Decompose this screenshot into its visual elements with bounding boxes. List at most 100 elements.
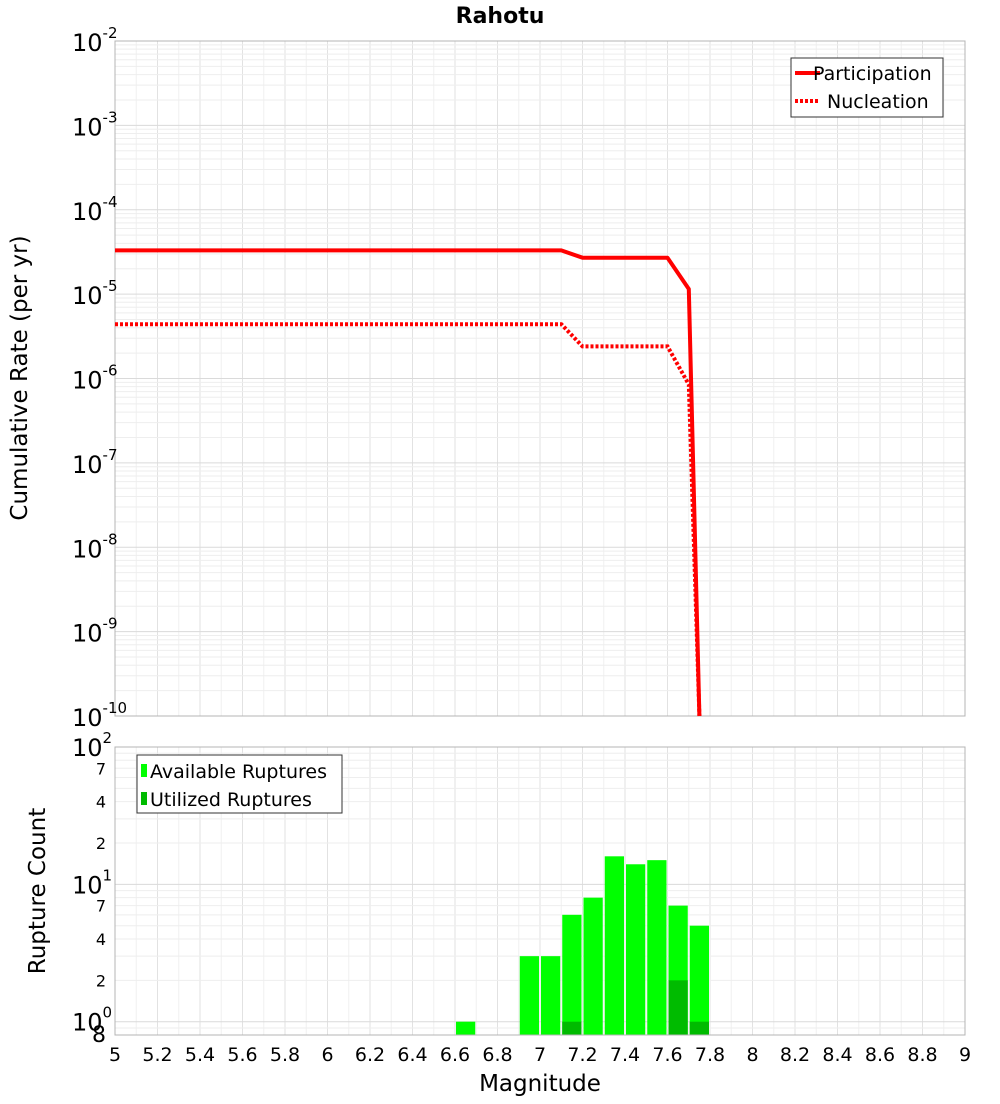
available-ruptures-bar (562, 914, 582, 1035)
x-tick-label: 8.6 (865, 1044, 895, 1066)
tick-base: 10 (72, 198, 103, 226)
available-ruptures-bar (519, 956, 539, 1035)
x-tick-label: 7 (534, 1044, 546, 1066)
tick-base: 10 (72, 704, 103, 732)
x-tick-label: 5 (109, 1044, 121, 1066)
rate-y-tick-label: 10-9 (72, 615, 118, 648)
rate-y-tick-label: 10-5 (72, 277, 118, 310)
count-y-tick-label: 8 (92, 1023, 106, 1048)
x-tick-label: 7.6 (652, 1044, 682, 1066)
rate-y-tick-label: 10-3 (72, 108, 118, 141)
tick-base: 10 (72, 451, 103, 479)
tick-exponent: -8 (103, 530, 118, 548)
count-y-tick-label: 2 (96, 834, 106, 853)
tick-base: 10 (72, 535, 103, 563)
count-bars (456, 856, 709, 1035)
available-ruptures-bar (583, 897, 603, 1035)
count-plot-border (114, 746, 966, 1036)
x-tick-label: 8.8 (907, 1044, 937, 1066)
x-tick-label: 6.8 (482, 1044, 512, 1066)
x-tick-label: 8.4 (822, 1044, 852, 1066)
x-tick-label: 5.4 (185, 1044, 215, 1066)
count-y-tick-label: 101 (72, 866, 112, 899)
rate-y-axis-label: Cumulative Rate (per yr) (7, 235, 33, 520)
legend-participation-label: Participation (813, 63, 932, 85)
x-tick-label: 8.2 (780, 1044, 810, 1066)
tick-exponent: 0 (103, 1004, 113, 1022)
rate-chart: 10-210-310-410-510-610-710-810-910-10Rah… (7, 4, 966, 732)
x-axis-label: Magnitude (479, 1071, 601, 1097)
rate-gridlines (115, 41, 965, 717)
tick-exponent: 1 (103, 866, 113, 884)
legend-nucleation-label: Nucleation (827, 91, 929, 113)
x-tick-label: 6 (321, 1044, 333, 1066)
count-y-axis-label: Rupture Count (25, 808, 51, 974)
nucleation-line (115, 322, 702, 717)
tick-exponent: -4 (103, 193, 118, 211)
available-ruptures-bar (647, 860, 667, 1035)
rate-y-tick-label: 10-6 (72, 362, 118, 395)
tick-exponent: -5 (103, 277, 118, 295)
tick-exponent: -10 (103, 699, 128, 717)
tick-exponent: -9 (103, 615, 118, 633)
x-tick-label: 7.8 (695, 1044, 725, 1066)
count-y-tick-label: 7 (96, 897, 106, 916)
rate-y-tick-label: 10-7 (72, 446, 118, 479)
x-tick-label: 9 (959, 1044, 971, 1066)
tick-exponent: -2 (103, 24, 118, 42)
x-tick-label: 5.8 (270, 1044, 300, 1066)
tick-exponent: -3 (103, 108, 118, 126)
tick-base: 10 (72, 29, 103, 57)
tick-base: 10 (72, 620, 103, 648)
count-y-tick-label: 4 (96, 930, 106, 949)
x-tick-label: 6.2 (355, 1044, 385, 1066)
chart-title: Rahotu (456, 4, 545, 29)
x-tick-label: 6.6 (440, 1044, 470, 1066)
tick-exponent: 2 (103, 729, 113, 747)
x-tick-label: 6.4 (397, 1044, 427, 1066)
utilized-ruptures-bar (689, 1021, 709, 1035)
count-y-tick-label: 102 (72, 729, 112, 762)
tick-base: 10 (72, 734, 103, 762)
tick-base: 10 (72, 113, 103, 141)
count-y-tick-label: 7 (96, 759, 106, 778)
x-tick-label: 8 (746, 1044, 758, 1066)
legend-available-ruptures-label: Available Ruptures (150, 761, 327, 783)
x-tick-label: 7.4 (610, 1044, 640, 1066)
available-ruptures-bar (689, 925, 709, 1035)
participation-line (115, 248, 702, 717)
legend-utilized-ruptures-swatch (141, 792, 147, 805)
available-ruptures-bar (456, 1021, 476, 1035)
rate-y-tick-label: 10-2 (72, 24, 118, 57)
tick-exponent: -6 (103, 362, 118, 380)
count-y-tick-label: 100 (72, 1004, 112, 1037)
count-y-tick-label: 2 (96, 971, 106, 990)
count-gridlines (115, 747, 965, 1035)
rate-legend: Participation Nucleation (790, 57, 944, 118)
rate-plot-border (114, 40, 966, 717)
x-tick-label: 5.2 (142, 1044, 172, 1066)
rate-y-tick-label: 10-10 (72, 699, 127, 732)
rate-legend-box (790, 57, 944, 118)
tick-exponent: -7 (103, 446, 118, 464)
available-ruptures-bar (626, 864, 646, 1035)
tick-base: 10 (72, 1009, 103, 1037)
rate-y-tick-label: 10-8 (72, 530, 118, 563)
x-tick-label: 5.6 (227, 1044, 257, 1066)
utilized-ruptures-bar (562, 1021, 582, 1035)
tick-base: 10 (72, 871, 103, 899)
rate-y-tick-label: 10-4 (72, 193, 118, 226)
rate-y-ticks: 10-210-310-410-510-610-710-810-910-10 (72, 24, 127, 732)
count-legend-box (136, 754, 343, 814)
x-tick-label: 7.2 (567, 1044, 597, 1066)
tick-base: 10 (72, 282, 103, 310)
count-legend: Available Ruptures Utilized Ruptures (136, 754, 343, 814)
legend-utilized-ruptures-label: Utilized Ruptures (150, 789, 312, 811)
count-y-tick-label: 4 (96, 793, 106, 812)
utilized-ruptures-bar (668, 980, 688, 1035)
available-ruptures-bar (541, 956, 561, 1035)
